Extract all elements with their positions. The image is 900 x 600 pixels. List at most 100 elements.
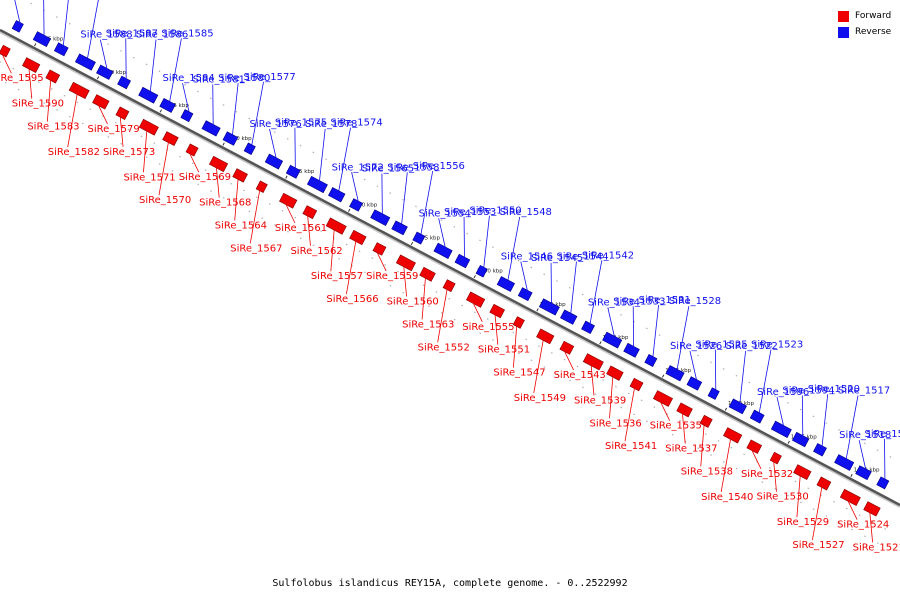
gene-box (496, 276, 516, 292)
gene-box (834, 454, 855, 471)
gene-box (433, 242, 453, 259)
gene-leader-line (401, 172, 408, 224)
gene-box (208, 155, 229, 173)
gene-leader-line (751, 450, 762, 470)
gene-leader-line (62, 0, 69, 46)
legend-reverse: Reverse (838, 24, 891, 40)
gene-label: SiRe_1560 (387, 297, 439, 308)
gene-leader-line (307, 216, 311, 246)
gene-label: SiRe_1588 (80, 30, 132, 41)
gene-label: SiRe_1549 (514, 393, 566, 404)
gene-leader-line (776, 396, 784, 426)
gene-box (325, 217, 347, 235)
gene-leader-line (437, 289, 448, 343)
gene-label: SiRe_1534 (588, 298, 640, 309)
gene-leader-line (589, 260, 603, 324)
gene-leader-line (739, 350, 746, 403)
gene-leader-line (420, 170, 434, 235)
scale-tick-label: 1455 kbp (414, 236, 440, 242)
gene-label: SiRe_1590 (12, 99, 64, 110)
gene-box (454, 253, 471, 269)
gene-label: SiRe_1559 (366, 271, 418, 282)
gene-label: SiRe_1528 (669, 296, 721, 307)
gene-leader-line (507, 216, 521, 281)
gene-leader-line (216, 167, 220, 198)
gene-label: SiRe_1527 (792, 540, 844, 551)
gene-label: SiRe_1570 (139, 195, 191, 206)
gene-leader-line (351, 172, 359, 202)
scale-tick (724, 407, 728, 411)
gene-leader-line (796, 476, 801, 518)
gene-label: SiRe_1525 (695, 340, 747, 351)
gene-leader-line (169, 38, 182, 102)
gene-box (863, 501, 881, 517)
scale-tick (348, 208, 351, 212)
gene-label: SiRe_1551 (478, 345, 530, 356)
gene-box (391, 220, 408, 236)
gene-label: SiRe_1554 (419, 208, 471, 219)
gene-leader-line (119, 117, 124, 147)
gene-box (279, 192, 298, 209)
gene-label: SiRe_1558 (387, 162, 439, 173)
gene-box (302, 205, 318, 220)
gene-box (816, 476, 832, 491)
gene-leader-line (143, 131, 148, 173)
guide-lane-1 (0, 60, 888, 531)
gene-label: SiRe_1536 (589, 418, 641, 429)
gene-leader-line (652, 304, 659, 357)
gene-box (115, 106, 130, 120)
gene-leader-line (376, 252, 387, 272)
gene-box (676, 402, 693, 418)
gene-box (412, 231, 426, 245)
gene-label: SiRe_1567 (230, 243, 282, 254)
gene-box (723, 427, 743, 444)
backbone-shadow (0, 30, 900, 508)
legend-forward: Forward (838, 8, 891, 24)
gene-label: SiRe_1545 (531, 253, 583, 264)
gene-box (746, 439, 763, 454)
reverse-swatch (838, 26, 849, 38)
scale-tick (850, 473, 853, 478)
gene-box (11, 20, 24, 33)
gene-leader-line (533, 340, 544, 394)
gene-leader-line (512, 326, 518, 368)
legend-forward-label: Forward (855, 11, 892, 21)
gene-leader-line (773, 462, 777, 492)
gene-box (159, 98, 176, 113)
scale-tick (96, 76, 100, 80)
scale-tick-label: 1465 kbp (289, 169, 315, 175)
gene-label: SiRe_1523 (751, 340, 803, 351)
gene-label: SiRe_1543 (554, 370, 606, 381)
scale-tick (599, 341, 602, 345)
gene-label: SiRe_1550 (469, 206, 521, 217)
gene-label: SiRe_1595 (0, 73, 44, 84)
gene-box (749, 409, 765, 424)
gene-label: SiRe_1576 (250, 119, 302, 130)
gene-box (222, 131, 239, 146)
gene-leader-line (676, 306, 690, 370)
gene-box (770, 420, 792, 438)
gene-label: SiRe_1539 (574, 395, 626, 406)
gene-label: SiRe_1572 (332, 162, 384, 173)
gene-label: SiRe_1521 (853, 542, 900, 553)
gene-label: SiRe_1596 (757, 387, 809, 398)
scale-tick-label: 1470 kbp (226, 136, 252, 142)
gene-leader-line (473, 303, 483, 322)
gene-box (606, 365, 624, 381)
gene-leader-line (251, 81, 264, 145)
gene-box (489, 303, 505, 319)
gene-label: SiRe_1524 (837, 520, 889, 531)
gene-label: SiRe_1529 (777, 517, 829, 528)
gene-box (652, 390, 673, 407)
strand-legend: Forward Reverse (838, 8, 891, 40)
gene-label: SiRe_1582 (48, 147, 100, 158)
gene-box (92, 94, 110, 110)
gene-label: SiRe_1557 (311, 271, 363, 282)
gene-leader-line (421, 278, 426, 320)
gene-box (243, 142, 256, 156)
gene-box (707, 387, 720, 400)
gene-box (232, 168, 248, 183)
legend-reverse-label: Reverse (855, 27, 892, 37)
gene-leader-line (319, 128, 326, 181)
gene-leader-line (232, 83, 239, 135)
